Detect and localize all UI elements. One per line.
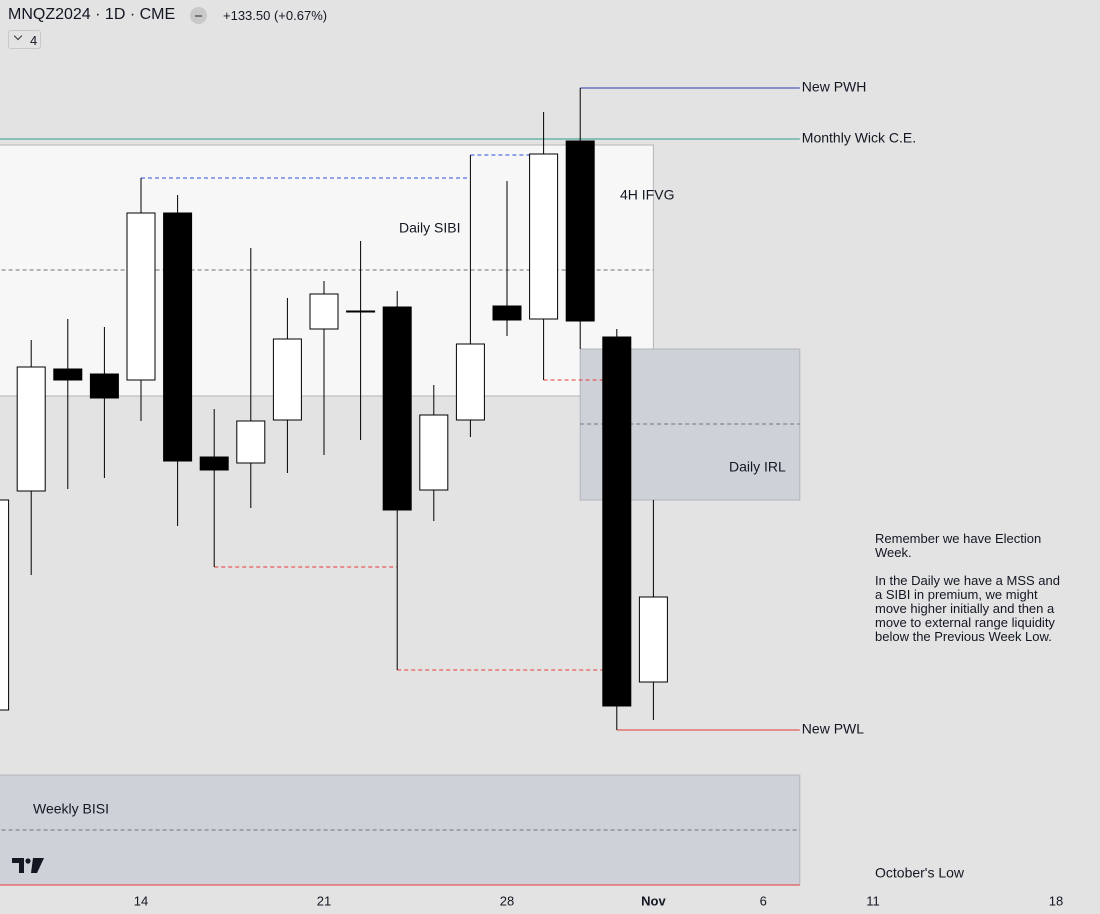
x-tick-label: 11 <box>866 893 880 908</box>
level-label: October's Low <box>875 865 965 881</box>
candle-body <box>529 153 559 320</box>
candle-body <box>638 596 668 683</box>
indicator-toggle[interactable]: 4 <box>8 30 41 49</box>
candle-body <box>455 343 485 421</box>
indicator-count: 4 <box>30 33 38 48</box>
candle-body <box>0 499 10 711</box>
candle-body <box>382 306 412 511</box>
note-line: Remember we have Election Week. <box>875 531 1042 560</box>
note-line: In the Daily we have a MSS and a SIBI in… <box>875 573 1060 644</box>
zone-label: Weekly BISI <box>33 801 109 817</box>
candle-body <box>53 368 83 381</box>
level-label: New PWL <box>802 721 864 737</box>
x-tick-label: 14 <box>134 893 148 908</box>
candle-body <box>16 366 46 492</box>
x-tick-label: 6 <box>760 893 767 908</box>
x-tick-label: Nov <box>641 893 666 908</box>
candle-body <box>565 140 595 322</box>
price-change: +133.50 (+0.67%) <box>223 8 328 23</box>
candle-body <box>89 373 119 399</box>
zone-label: Daily IRL <box>729 459 786 475</box>
candle-body <box>419 414 449 491</box>
note: Remember we have Election Week. In the D… <box>875 532 1065 658</box>
candle-body <box>346 310 376 313</box>
status-icon[interactable] <box>190 7 207 24</box>
candle-body <box>272 338 302 421</box>
candle-body <box>309 293 339 330</box>
logo <box>12 858 44 873</box>
candle-body <box>163 212 193 462</box>
candle-body <box>126 212 156 381</box>
candle-body <box>199 456 229 471</box>
candle-body <box>236 420 266 464</box>
x-tick-label: 18 <box>1049 893 1063 908</box>
x-tick-label: 28 <box>500 893 514 908</box>
annotation: 4H IFVG <box>620 187 674 203</box>
candle-body <box>602 336 632 707</box>
level-label: New PWH <box>802 79 867 95</box>
zone <box>0 774 801 886</box>
x-tick-label: 21 <box>317 893 331 908</box>
level-label: Monthly Wick C.E. <box>802 130 916 146</box>
zone-label: Daily SIBI <box>399 220 460 236</box>
candle-body <box>492 305 522 321</box>
symbol-title: MNQZ2024 · 1D · CME <box>8 6 176 23</box>
